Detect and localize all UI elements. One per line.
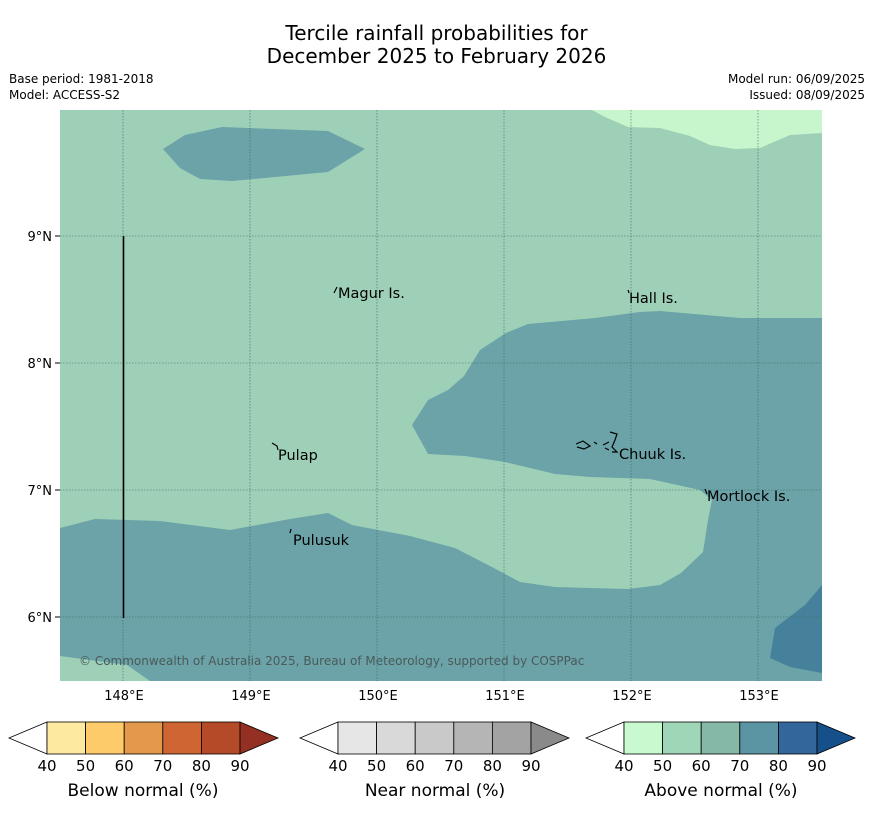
- lat-label-7n: 7°N: [28, 484, 53, 499]
- near-tick-40: 40: [328, 757, 347, 775]
- latitude-axis: 9°N 8°N 7°N 6°N: [28, 230, 53, 626]
- near-tick-80: 80: [483, 757, 502, 775]
- label-pulap: Pulap: [278, 448, 318, 464]
- mortlock-island-mark: [704, 488, 708, 495]
- lat-label-8n: 8°N: [28, 357, 53, 372]
- above-swatch-5: [778, 721, 818, 755]
- longitude-axis: 148°E 149°E 150°E 151°E 152°E 153°E: [104, 689, 779, 704]
- above-normal-colorbar: 40 50 60 70 80 90: [584, 721, 857, 775]
- below-swatch-2: [85, 721, 125, 755]
- below-tick-80: 80: [192, 757, 211, 775]
- above-extend-high: [816, 721, 857, 755]
- chart-title: Tercile rainfall probabilities for Decem…: [0, 22, 873, 68]
- above-normal-label: Above normal (%): [644, 781, 798, 801]
- pulusuk-island-mark: [289, 528, 292, 534]
- latitude-ticks: [55, 235, 60, 618]
- near-tick-60: 60: [406, 757, 425, 775]
- lon-label-148: 148°E: [104, 689, 144, 704]
- colorbars: 40 50 60 70 80 90 40 50 60 70 80 90 40 50 60 70 80 90: [7, 721, 857, 775]
- below-extend-low: [7, 721, 48, 755]
- below-tick-90: 90: [230, 757, 249, 775]
- below-normal-label: Below normal (%): [67, 781, 219, 801]
- meta-left: Base period: 1981-2018 Model: ACCESS-S2: [9, 71, 154, 103]
- chuuk-lagoon-mark: [575, 431, 619, 453]
- below-tick-60: 60: [115, 757, 134, 775]
- near-swatch-1: [337, 721, 377, 755]
- above-40-50-region: [592, 110, 822, 149]
- above-70-region-main: [60, 311, 822, 681]
- above-tick-90: 90: [807, 757, 826, 775]
- title-line-2: December 2025 to February 2026: [266, 44, 607, 68]
- above-80-region: [770, 585, 822, 673]
- above-tick-70: 70: [730, 757, 749, 775]
- label-mortlock: Mortlock Is.: [707, 489, 790, 505]
- above-swatch-3: [700, 721, 741, 755]
- below-tick-50: 50: [76, 757, 95, 775]
- near-extend-high: [530, 721, 571, 755]
- above-swatch-2: [662, 721, 702, 755]
- below-swatch-1: [46, 721, 86, 755]
- near-tick-50: 50: [367, 757, 386, 775]
- pulap-island-mark: [271, 442, 279, 451]
- near-swatch-5: [491, 721, 532, 755]
- near-tick-90: 90: [521, 757, 540, 775]
- model-name: Model: ACCESS-S2: [9, 88, 121, 102]
- near-swatch-2: [376, 721, 416, 755]
- issued-date: Issued: 08/09/2025: [749, 88, 865, 102]
- below-tick-40: 40: [37, 757, 56, 775]
- below-extend-high: [239, 721, 280, 755]
- map-panel: Magur Is. Hall Is. Pulap Chuuk Is. Mortl…: [60, 110, 822, 681]
- below-normal-colorbar: 40 50 60 70 80 90: [7, 721, 280, 775]
- label-chuuk: Chuuk Is.: [619, 447, 686, 463]
- lon-label-150: 150°E: [358, 689, 398, 704]
- near-swatch-4: [453, 721, 493, 755]
- near-extend-low: [298, 721, 339, 755]
- lat-label-6n: 6°N: [28, 611, 53, 626]
- above-tick-80: 80: [769, 757, 788, 775]
- lon-label-149: 149°E: [231, 689, 271, 704]
- above-70-blob-north: [163, 127, 365, 181]
- near-swatch-3: [414, 721, 455, 755]
- copyright-note: © Commonwealth of Australia 2025, Bureau…: [79, 654, 584, 668]
- label-hall: Hall Is.: [629, 291, 678, 307]
- lon-label-152: 152°E: [612, 689, 652, 704]
- above-tick-50: 50: [653, 757, 672, 775]
- near-normal-colorbar: 40 50 60 70 80 90: [298, 721, 571, 775]
- above-tick-40: 40: [614, 757, 633, 775]
- lat-label-9n: 9°N: [28, 230, 53, 245]
- lon-label-153: 153°E: [739, 689, 779, 704]
- base-period: Base period: 1981-2018: [9, 72, 154, 86]
- label-pulusuk: Pulusuk: [293, 533, 350, 549]
- below-swatch-4: [162, 721, 202, 755]
- above-swatch-4: [739, 721, 779, 755]
- model-run: Model run: 06/09/2025: [727, 72, 865, 86]
- above-swatch-1: [623, 721, 663, 755]
- hall-island-mark: [627, 289, 630, 294]
- above-extend-low: [584, 721, 625, 755]
- below-swatch-3: [123, 721, 164, 755]
- below-swatch-5: [200, 721, 241, 755]
- island-markers: [271, 286, 708, 534]
- title-line-1: Tercile rainfall probabilities for: [285, 21, 588, 45]
- label-magur: Magur Is.: [338, 286, 405, 302]
- above-tick-60: 60: [692, 757, 711, 775]
- meta-right: Model run: 06/09/2025 Issued: 08/09/2025: [728, 71, 865, 103]
- lon-label-151: 151°E: [485, 689, 525, 704]
- near-normal-label: Near normal (%): [364, 781, 506, 801]
- place-labels: Magur Is. Hall Is. Pulap Chuuk Is. Mortl…: [278, 286, 790, 549]
- near-tick-70: 70: [444, 757, 463, 775]
- magur-island-mark: [333, 286, 338, 294]
- below-tick-70: 70: [153, 757, 172, 775]
